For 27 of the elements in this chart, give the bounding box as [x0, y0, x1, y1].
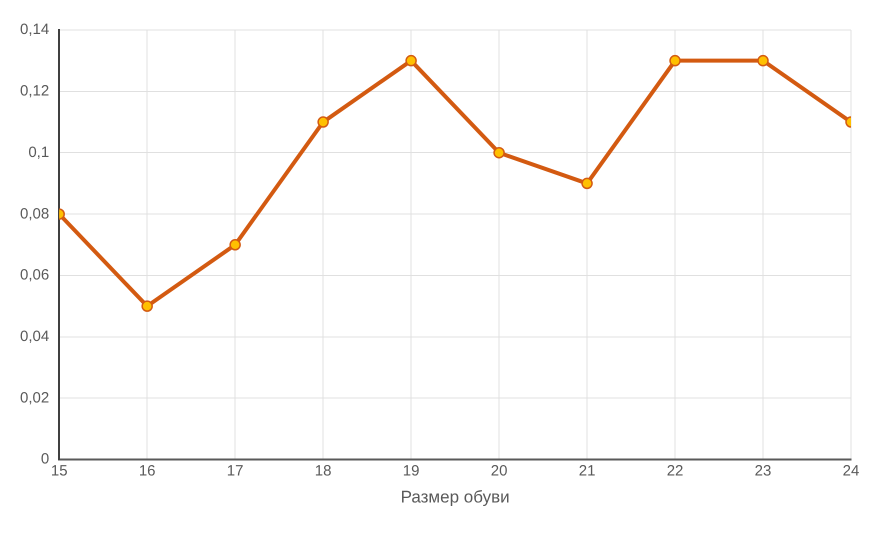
- x-axis-title: Размер обуви: [400, 487, 510, 506]
- point: [581, 178, 593, 190]
- point: [229, 239, 241, 251]
- x-tick-label: 23: [754, 462, 772, 480]
- y-tick-label: 0,04: [20, 328, 50, 345]
- y-tick-label: 0,02: [20, 389, 50, 406]
- y-tick-label: 0,14: [20, 21, 50, 38]
- x-tick-label: 19: [402, 462, 420, 480]
- x-tick-label: 21: [578, 462, 596, 480]
- x-tick-label: 17: [226, 462, 244, 480]
- point: [757, 54, 769, 66]
- y-tick-label: 0,12: [20, 82, 50, 100]
- x-tick-label: 24: [842, 462, 860, 480]
- point: [141, 300, 153, 312]
- y-tick-label: 0: [40, 450, 50, 468]
- y-tick-label: 0,1: [28, 144, 50, 161]
- y-tick-label: 0,06: [20, 266, 50, 284]
- x-tick-label: 22: [666, 462, 684, 480]
- y-tick-label: 0,08: [20, 205, 50, 222]
- x-tick-label: 15: [50, 462, 68, 480]
- point: [493, 146, 505, 158]
- x-tick-label: 18: [314, 462, 332, 480]
- point: [317, 116, 329, 128]
- x-tick-label: 16: [138, 462, 156, 480]
- x-tick-label: 20: [490, 462, 508, 480]
- point: [405, 54, 417, 66]
- point: [669, 54, 681, 66]
